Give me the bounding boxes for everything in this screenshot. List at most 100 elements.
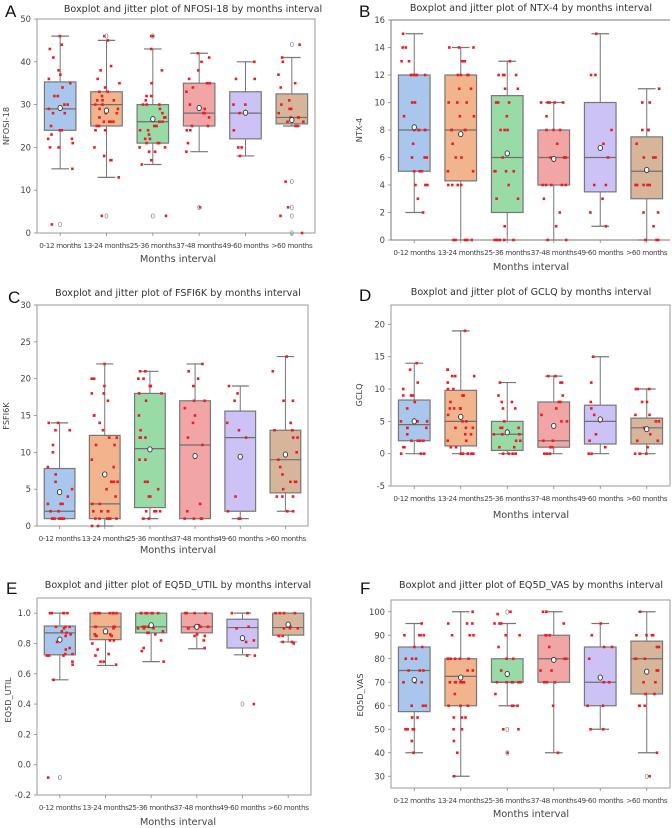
jitter-point: [451, 142, 454, 146]
jitter-point: [52, 56, 55, 59]
x-tick-label: 25-36 months: [128, 803, 175, 812]
x-tick-label: 37-48 months: [174, 803, 221, 812]
chart-title: Boxplot and jitter plot of NTX-4 by mont…: [410, 3, 652, 14]
jitter-point: [201, 362, 204, 366]
iqr-box: [444, 74, 478, 182]
jitter-point: [551, 439, 555, 443]
y-tick-label: 70: [374, 677, 385, 687]
jitter-point: [144, 370, 147, 373]
jitter-point: [416, 381, 420, 384]
jitter-point: [502, 238, 506, 242]
jitter-point: [641, 128, 644, 132]
plot-frame: [390, 19, 670, 241]
jitter-point: [71, 652, 74, 656]
jitter-point: [60, 630, 64, 633]
outlier-marker: 0: [151, 212, 155, 220]
jitter-point: [599, 622, 603, 625]
jitter-point: [601, 704, 605, 708]
jitter-point: [453, 657, 457, 661]
jitter-point: [454, 156, 458, 159]
jitter-point: [546, 374, 550, 378]
jitter-point: [642, 156, 646, 159]
jitter-point: [545, 452, 549, 455]
jitter-point: [412, 169, 416, 173]
jitter-point: [56, 421, 60, 425]
jitter-point: [647, 387, 651, 391]
x-tick-label: 37-48 months: [531, 248, 578, 257]
jitter-point: [200, 60, 203, 64]
x-tick-label: 0-12 months: [39, 534, 81, 543]
outlier-marker: 0: [505, 608, 509, 616]
jitter-point: [472, 46, 475, 49]
y-tick-label: 25: [20, 337, 31, 347]
jitter-point: [162, 116, 166, 119]
iqr-box: [583, 404, 617, 445]
jitter-point: [413, 101, 417, 104]
jitter-point: [142, 377, 145, 380]
jitter-point: [92, 509, 95, 513]
jitter-point: [50, 517, 54, 520]
jitter-point: [655, 238, 658, 242]
mean-marker: [194, 623, 200, 630]
jitter-point: [558, 211, 562, 214]
jitter-point: [284, 180, 287, 183]
jitter-point: [642, 426, 646, 430]
jitter-point: [460, 727, 464, 731]
jitter-point: [499, 128, 502, 132]
jitter-point: [407, 59, 411, 63]
jitter-point: [648, 774, 651, 778]
jitter-point: [422, 669, 425, 672]
jitter-point: [446, 439, 450, 443]
jitter-point: [460, 156, 463, 159]
jitter-point: [108, 517, 112, 520]
jitter-point: [510, 680, 514, 684]
jitter-point: [51, 443, 55, 447]
jitter-point: [57, 69, 60, 72]
jitter-point: [561, 394, 565, 397]
jitter-point: [46, 502, 50, 506]
jitter-point: [101, 99, 104, 102]
jitter-point: [452, 238, 455, 242]
jitter-point: [494, 101, 498, 104]
jitter-point: [203, 634, 207, 638]
jitter-point: [110, 634, 113, 638]
jitter-point: [589, 727, 592, 731]
jitter-point: [94, 443, 98, 447]
jitter-point: [470, 452, 473, 455]
jitter-point: [655, 669, 659, 672]
jitter-point: [501, 156, 504, 159]
chart-title: Boxplot and jitter plot of EQ5D_VAS by m…: [399, 580, 663, 591]
jitter-point: [495, 197, 498, 201]
jitter-point: [448, 46, 451, 49]
jitter-point: [230, 611, 234, 615]
jitter-point: [405, 426, 409, 430]
jitter-point: [144, 611, 148, 615]
y-tick-label: 80: [374, 654, 385, 664]
jitter-point: [293, 81, 297, 85]
jitter-point: [511, 657, 515, 661]
jitter-point: [602, 680, 606, 684]
jitter-point: [607, 680, 611, 684]
jitter-point: [202, 111, 205, 115]
jitter-point: [497, 394, 500, 397]
y-tick-label: 16: [374, 15, 385, 25]
y-axis-label: EQ5D_UTIL: [3, 677, 13, 723]
jitter-point: [554, 224, 558, 228]
jitter-point: [505, 657, 508, 661]
box-group-4: [180, 612, 213, 650]
y-tick-label: 0: [380, 235, 385, 245]
chart-title: Boxplot and jitter plot of EQ5D_UTIL by …: [45, 580, 311, 591]
jitter-point: [559, 381, 562, 384]
jitter-point: [115, 111, 119, 115]
jitter-point: [497, 73, 500, 77]
jitter-point: [471, 610, 474, 614]
box-group-5: [583, 356, 617, 455]
jitter-point: [463, 59, 467, 63]
jitter-point: [96, 611, 100, 615]
jitter-point: [48, 611, 52, 615]
jitter-point: [656, 211, 660, 214]
jitter-point: [541, 183, 544, 187]
jitter-point: [282, 399, 285, 403]
jitter-point: [278, 611, 282, 615]
jitter-point: [503, 224, 506, 228]
